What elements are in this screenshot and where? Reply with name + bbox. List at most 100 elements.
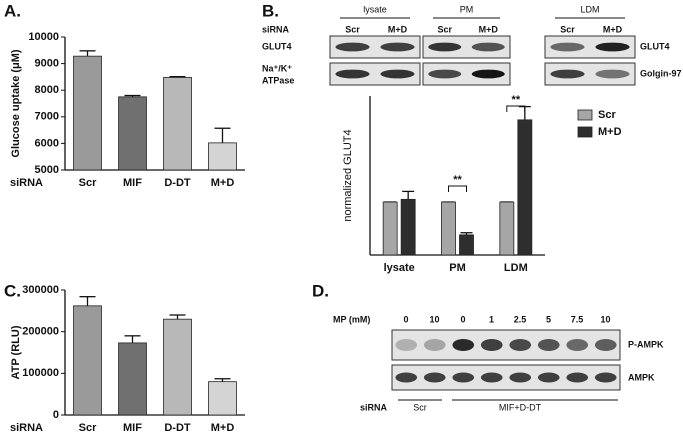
row-label: P-AMPK: [628, 339, 664, 349]
blot-band: [423, 372, 446, 383]
siRNA-label: siRNA: [360, 402, 388, 412]
blot-band: [550, 42, 585, 52]
dose-label: MP (mM): [333, 314, 370, 324]
blot-band: [566, 372, 589, 383]
blot-band: [480, 372, 503, 383]
blot-box: [329, 35, 421, 59]
y-axis-label: normalized GLUT4: [342, 129, 354, 221]
blot-band: [537, 372, 560, 383]
blot-box: [422, 62, 511, 86]
lane-label: Scr: [560, 24, 575, 34]
blot-band: [537, 339, 560, 351]
significance-bracket: [448, 185, 467, 192]
bar: [118, 96, 147, 171]
x-tick-label: D-DT: [164, 177, 191, 189]
blot-band: [335, 42, 370, 52]
blot-band: [509, 339, 532, 351]
blot-band: [395, 339, 418, 351]
x-tick-label: lysate: [384, 262, 415, 274]
legend-label: M+D: [598, 126, 622, 138]
y-tick-label: 9000: [35, 58, 59, 70]
bar: [517, 119, 533, 256]
dose: 0: [460, 314, 465, 324]
row-label: GLUT4: [262, 41, 292, 51]
y-tick-label: 10000: [28, 31, 59, 43]
blot-box: [329, 62, 421, 86]
x-tick-label: Scr: [79, 177, 97, 189]
legend-label: Scr: [598, 109, 616, 121]
y-tick-label: 8000: [35, 84, 59, 96]
row-label: Na⁺/K⁺: [262, 63, 292, 73]
blot-band: [471, 42, 505, 52]
error-bar: [124, 335, 141, 343]
blot-band: [594, 372, 617, 383]
bar: [499, 201, 515, 256]
dose: 0: [403, 314, 408, 324]
x-tick-label: D-DT: [164, 422, 191, 434]
row-label: GLUT4: [640, 41, 670, 51]
y-axis-label: Glucose uptake (μM): [10, 49, 22, 158]
blot-band: [509, 372, 532, 383]
y-tick-label: 200000: [22, 326, 59, 338]
blot-band: [594, 339, 617, 351]
lane-label: Scr: [345, 24, 360, 34]
blot-band: [428, 69, 462, 79]
x-tick-label: LDM: [504, 262, 528, 274]
blot-band: [452, 372, 475, 383]
bar: [382, 201, 398, 256]
x-prefix: siRNA: [10, 422, 43, 434]
panel-label: D.: [312, 281, 329, 300]
dose: 7.5: [571, 314, 584, 324]
blot-band: [335, 69, 370, 79]
legend-swatch: [577, 109, 593, 121]
y-tick-label: 6000: [35, 137, 59, 149]
bar: [208, 142, 237, 171]
blot-box: [544, 62, 636, 86]
y-axis-label: ATP (RLU): [10, 325, 22, 379]
blot-band: [423, 339, 446, 351]
bar: [73, 305, 102, 416]
y-tick-label: 100000: [22, 367, 59, 379]
panel-label: B.: [262, 1, 279, 20]
bar: [208, 381, 237, 416]
bar: [441, 201, 456, 256]
x-tick-label: Scr: [79, 422, 97, 434]
bar: [459, 234, 474, 256]
dose: 5: [546, 314, 551, 324]
panel-label: A.: [4, 1, 21, 20]
error-bar: [214, 127, 231, 143]
x-tick-label: M+D: [211, 177, 235, 189]
x-prefix: siRNA: [10, 177, 43, 189]
group-label: PM: [460, 4, 474, 14]
significance-bracket: [506, 105, 526, 112]
x-tick-label: MIF: [123, 422, 142, 434]
row-label: AMPK: [628, 372, 655, 382]
group-label: LDM: [580, 4, 599, 14]
blot-band: [480, 339, 503, 351]
annotation: **: [512, 94, 521, 106]
blot-band: [380, 42, 415, 52]
row-label: Golgin-97: [640, 68, 682, 78]
lane-label: M+D: [388, 24, 408, 34]
y-tick-label: 300000: [22, 284, 59, 296]
blot-band: [550, 69, 585, 79]
dose: 10: [429, 314, 439, 324]
group-label: MIF+D-DT: [499, 402, 542, 412]
bar: [400, 198, 416, 256]
group-label: lysate: [363, 4, 387, 14]
group-label: Scr: [413, 402, 427, 412]
blot-band: [380, 69, 415, 79]
bar: [163, 318, 192, 416]
dose: 1: [489, 314, 494, 324]
blot-band: [566, 339, 589, 351]
blot-band: [452, 339, 475, 351]
y-tick-label: 7000: [35, 111, 59, 123]
legend-swatch: [577, 126, 593, 138]
lane-label: Scr: [437, 24, 452, 34]
error-bar: [79, 296, 96, 306]
blot-band: [471, 69, 505, 79]
blot-box: [422, 35, 511, 59]
x-tick-label: PM: [449, 262, 466, 274]
bar: [73, 55, 102, 171]
